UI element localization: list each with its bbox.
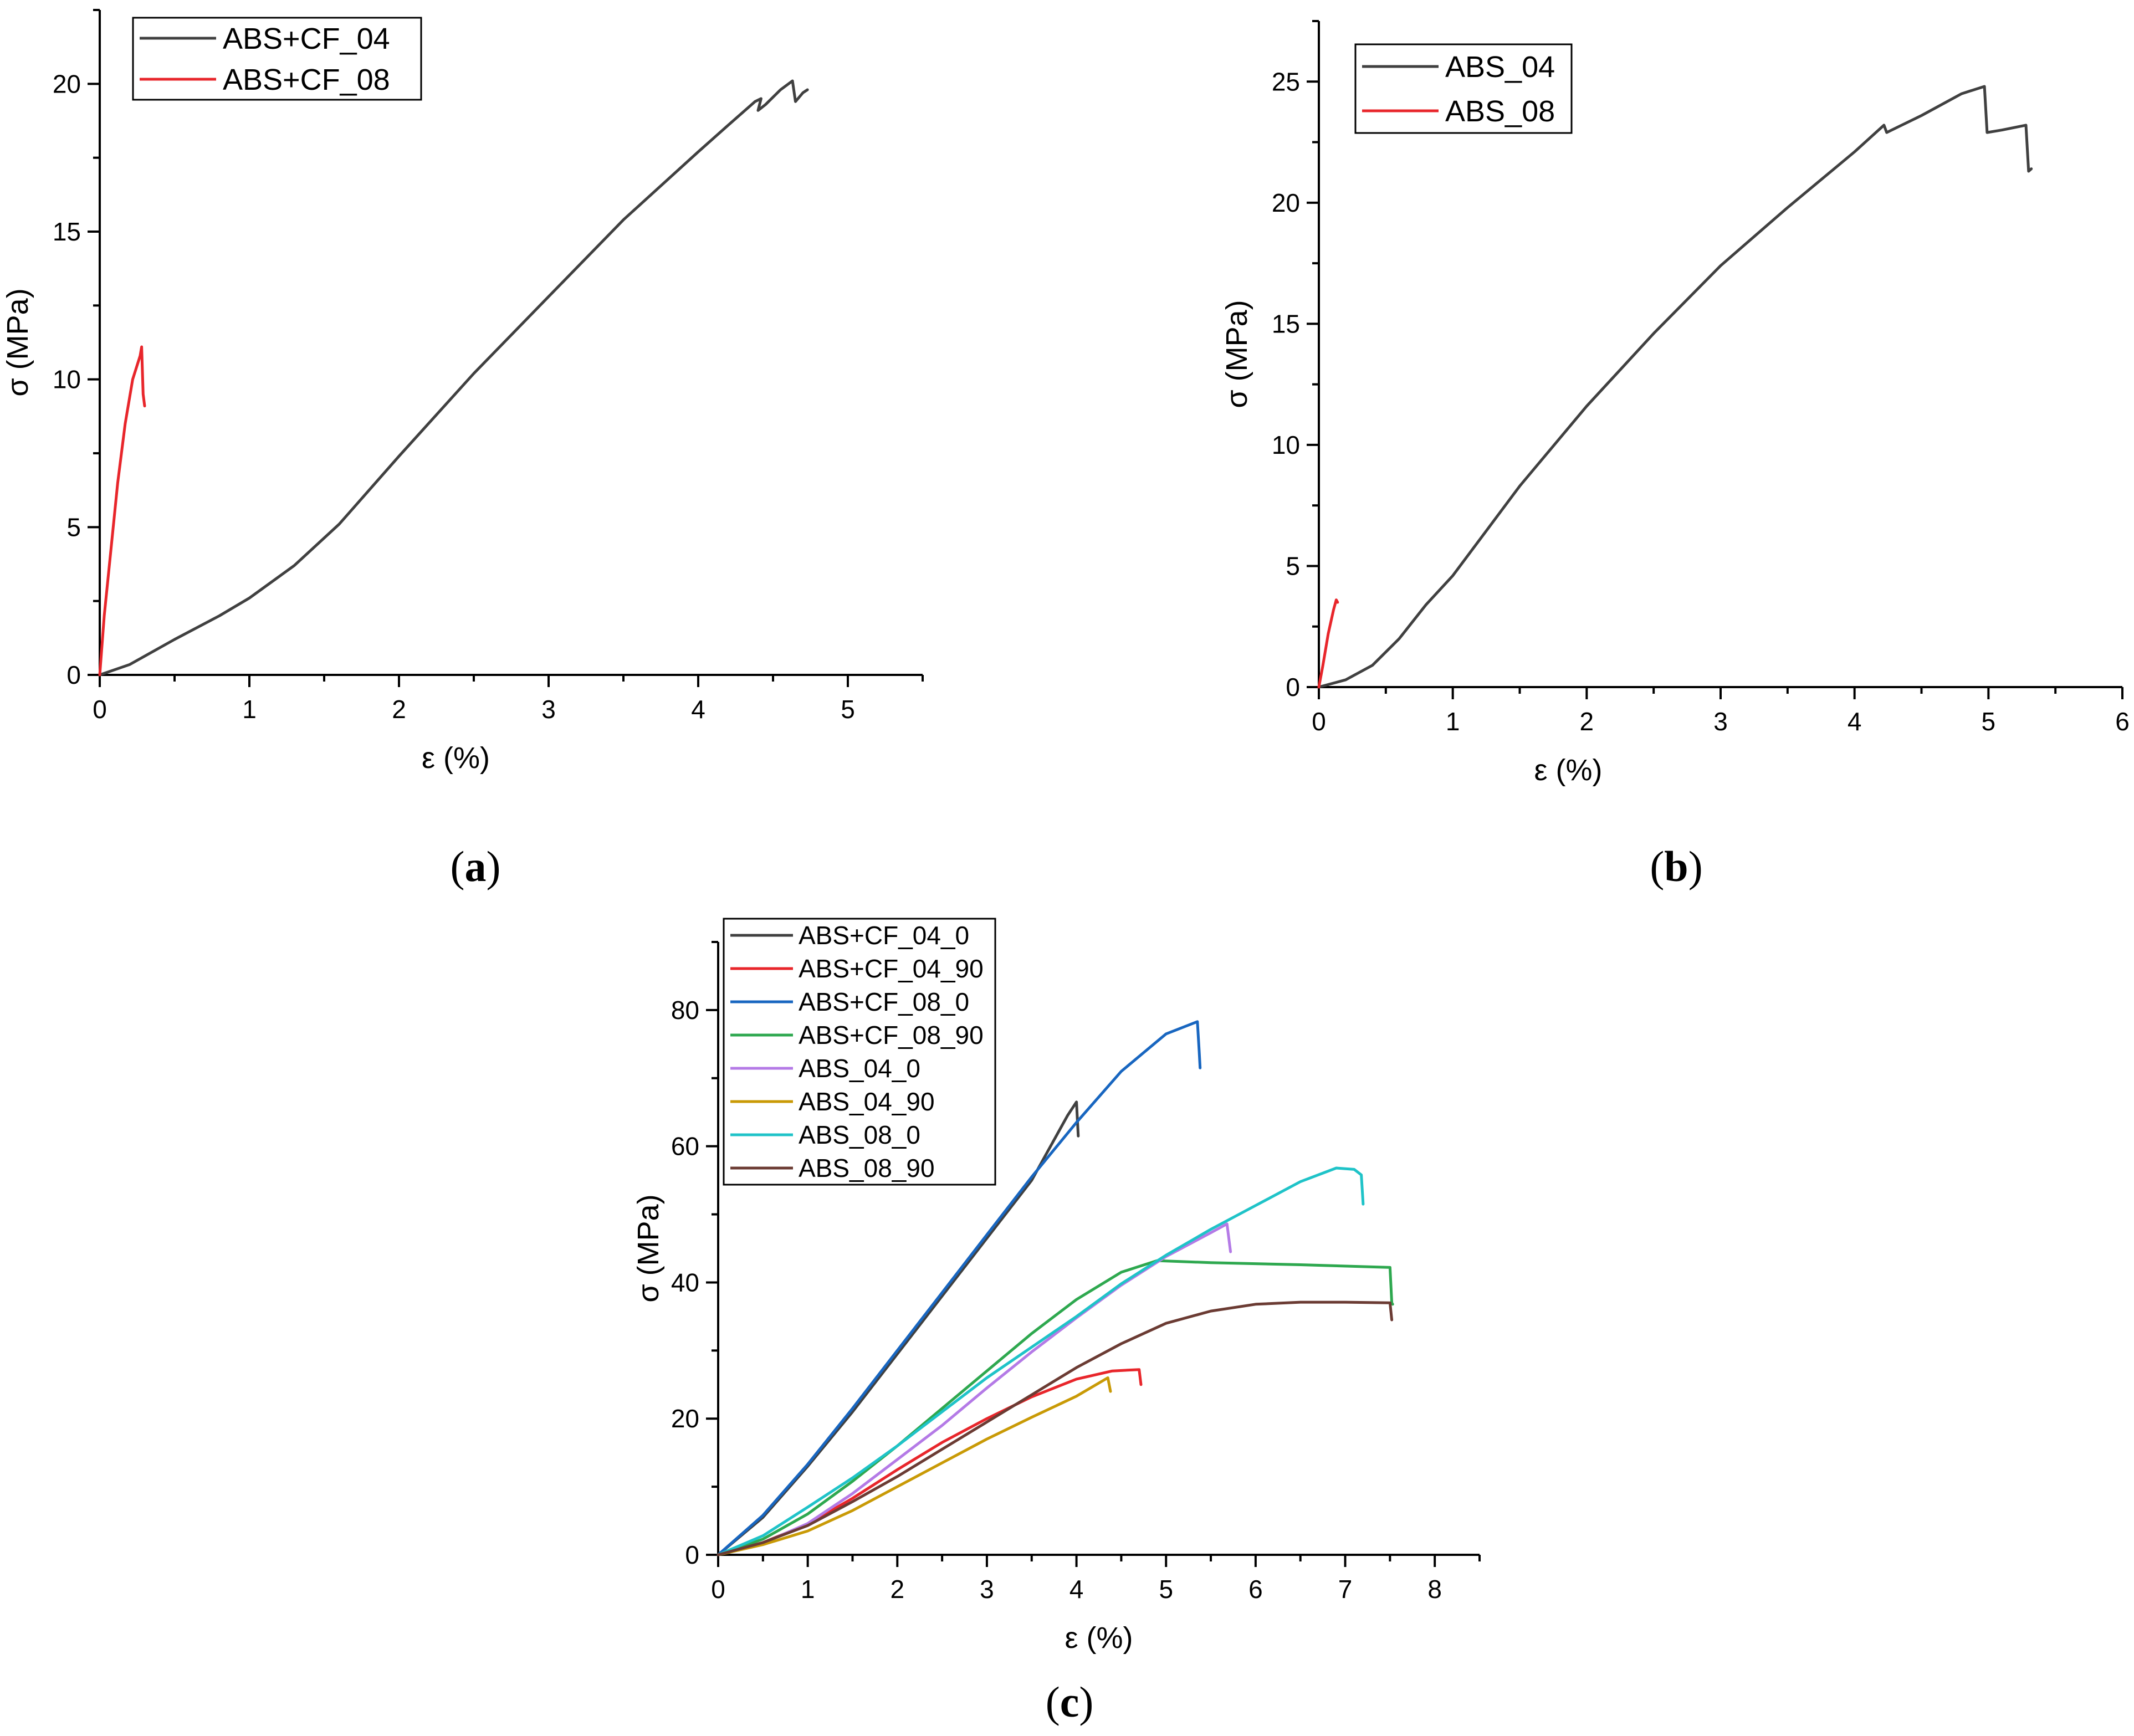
x-tick-label-c: 8: [1427, 1575, 1442, 1604]
y-axis-label-a: σ (MPa): [1, 288, 34, 396]
y-axis-label-b: σ (MPa): [1220, 300, 1253, 408]
y-tick-label-b: 0: [1286, 673, 1300, 701]
y-axis-label-c: σ (MPa): [632, 1194, 665, 1302]
legend-label: ABS_04: [1445, 50, 1555, 84]
y-tick-label-c: 0: [685, 1540, 699, 1569]
y-tick-label-b: 15: [1272, 309, 1300, 338]
legend-label: ABS+CF_04: [223, 22, 390, 55]
y-tick-label-b: 5: [1286, 551, 1300, 580]
x-tick-label-c: 1: [801, 1575, 815, 1604]
legend-label: ABS_08_0: [799, 1120, 920, 1149]
y-tick-label-a: 0: [66, 660, 81, 689]
x-tick-label-a: 1: [242, 695, 257, 724]
series-line-abs-08-0: [717, 1166, 1365, 1556]
legend-a: [132, 17, 422, 101]
series-line-abs-04: [1317, 85, 2033, 689]
y-tick-label-b: 25: [1272, 67, 1300, 96]
x-tick-label-b: 3: [1713, 707, 1728, 736]
y-tick-label-c: 60: [671, 1132, 699, 1161]
y-tick-label-b: 20: [1272, 188, 1300, 217]
y-tick-label-c: 40: [671, 1268, 699, 1297]
series-line-abs-08-90: [717, 1300, 1394, 1556]
x-tick-label-b: 6: [2115, 707, 2130, 736]
y-tick-label-c: 80: [671, 996, 699, 1025]
x-tick-label-b: 2: [1580, 707, 1594, 736]
series-line-abs-04-0: [717, 1222, 1232, 1556]
x-tick-label-a: 5: [841, 695, 855, 724]
x-tick-label-c: 4: [1069, 1575, 1084, 1604]
x-tick-label-c: 5: [1159, 1575, 1173, 1604]
caption-b-letter: b: [1664, 842, 1688, 890]
x-tick-label-c: 0: [711, 1575, 725, 1604]
legend-label: ABS_04_90: [799, 1087, 935, 1116]
caption-c: (c): [1046, 1678, 1094, 1726]
caption-a-close: ): [487, 842, 501, 890]
x-tick-label-b: 1: [1446, 707, 1460, 736]
legend-label: ABS_08: [1445, 95, 1555, 128]
series-line-abs-04-90: [717, 1376, 1112, 1556]
legend-label: ABS+CF_04_0: [799, 921, 969, 950]
x-tick-label-b: 5: [1982, 707, 1996, 736]
x-axis-label-b: ε (%): [1534, 754, 1602, 787]
y-tick-label-a: 20: [53, 69, 81, 98]
legend-b: [1354, 43, 1573, 134]
x-axis-label-c: ε (%): [1065, 1621, 1133, 1655]
legend-label: ABS_08_90: [799, 1154, 935, 1182]
legend-label: ABS+CF_08_0: [799, 987, 969, 1016]
caption-a: (a): [451, 842, 501, 890]
series-line-abs-cf-08: [98, 345, 146, 677]
y-tick-label-a: 10: [53, 365, 81, 394]
x-axis-label-a: ε (%): [422, 741, 490, 775]
y-tick-label-c: 20: [671, 1404, 699, 1433]
caption-c-close: ): [1079, 1678, 1093, 1726]
series-line-abs-cf-08-0: [717, 1020, 1202, 1556]
x-tick-label-b: 4: [1848, 707, 1862, 736]
caption-c-open: (: [1046, 1678, 1060, 1726]
caption-b-open: (: [1650, 842, 1664, 890]
legend-label: ABS_04_0: [799, 1054, 920, 1083]
legend-label: ABS+CF_08_90: [799, 1021, 984, 1049]
y-tick-label-a: 5: [66, 513, 81, 541]
series-line-abs-08: [1317, 598, 1339, 689]
x-tick-label-a: 3: [541, 695, 556, 724]
caption-b: (b): [1650, 842, 1702, 890]
x-tick-label-c: 7: [1338, 1575, 1353, 1604]
x-tick-label-a: 4: [691, 695, 705, 724]
caption-a-letter: a: [465, 842, 487, 890]
y-tick-label-b: 10: [1272, 431, 1300, 459]
legend-c: [723, 918, 996, 1186]
x-tick-label-c: 3: [980, 1575, 994, 1604]
legend-label: ABS+CF_04_90: [799, 954, 984, 983]
series-line-abs-cf-08-90: [717, 1259, 1394, 1556]
x-tick-label-c: 2: [890, 1575, 904, 1604]
x-tick-label-a: 0: [93, 695, 107, 724]
x-tick-label-c: 6: [1248, 1575, 1263, 1604]
caption-b-close: ): [1688, 842, 1703, 890]
caption-a-open: (: [451, 842, 465, 890]
panel-a: 0 1 2 3 4 5 0 5 10 15 20 ε (%) σ (MPa) ABS+CF_04 ABS+C…: [1, 9, 924, 775]
legend-label: ABS+CF_08: [223, 63, 390, 96]
x-tick-label-b: 0: [1312, 707, 1326, 736]
x-tick-label-a: 2: [392, 695, 406, 724]
y-tick-label-a: 15: [53, 217, 81, 246]
panel-b: 0 1 2 3 4 5 6 0 5 10 15 20 25 ε (%) σ (MPa) ABS_04 ABS_0…: [1220, 20, 2130, 787]
series-line-abs-cf-04: [98, 79, 809, 677]
caption-c-letter: c: [1060, 1678, 1079, 1726]
